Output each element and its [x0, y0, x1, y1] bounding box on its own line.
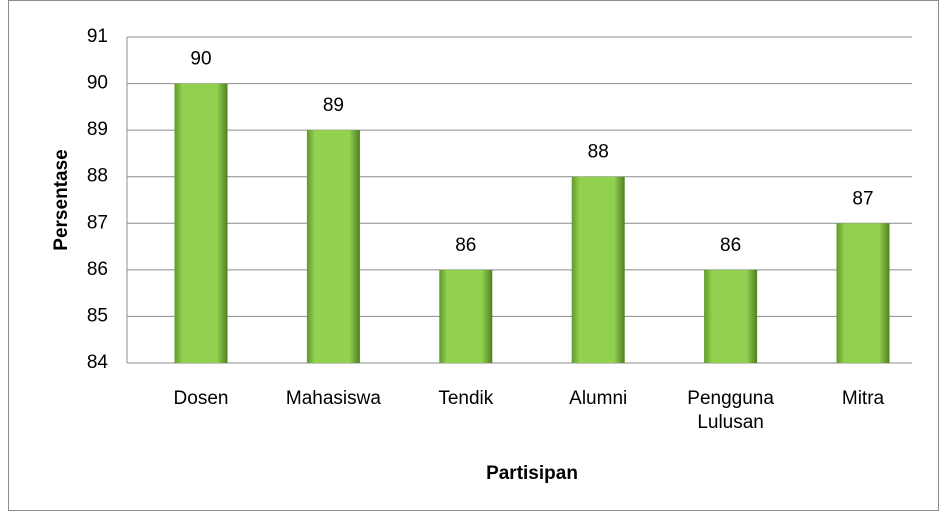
x-tick-label: Tendik	[438, 388, 493, 409]
y-tick-label: 85	[87, 305, 108, 326]
bar	[174, 83, 228, 364]
data-label: 88	[588, 142, 609, 163]
bar	[306, 130, 360, 363]
y-tick-label: 91	[87, 26, 108, 47]
bar	[571, 176, 625, 363]
y-tick-label: 88	[87, 166, 108, 187]
bar	[836, 223, 890, 363]
x-axis-title: Partisipan	[486, 463, 578, 484]
data-label: 90	[190, 49, 211, 70]
chart-frame	[8, 0, 939, 511]
y-tick-label: 90	[87, 73, 108, 94]
x-tick-label: Mahasiswa	[286, 388, 381, 409]
x-tick-label: Dosen	[174, 388, 229, 409]
data-label: 87	[852, 188, 873, 209]
x-tick-label: Mitra	[842, 388, 885, 409]
x-tick-label: Alumni	[569, 388, 627, 409]
y-tick-label: 87	[87, 212, 108, 233]
data-label: 86	[720, 235, 741, 256]
y-tick-label: 89	[87, 119, 108, 140]
bar	[439, 269, 493, 363]
data-label: 86	[455, 235, 476, 256]
y-axis-title: Persentase	[51, 149, 72, 250]
data-label: 89	[323, 95, 344, 116]
x-tick-label: Pengguna Lulusan	[687, 388, 774, 433]
y-tick-label: 86	[87, 259, 108, 280]
y-tick-label: 84	[87, 352, 109, 373]
bar	[704, 269, 758, 363]
